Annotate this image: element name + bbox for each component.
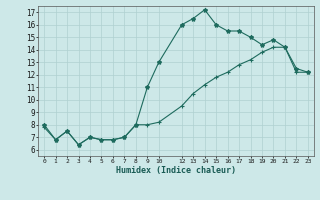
X-axis label: Humidex (Indice chaleur): Humidex (Indice chaleur) xyxy=(116,166,236,175)
